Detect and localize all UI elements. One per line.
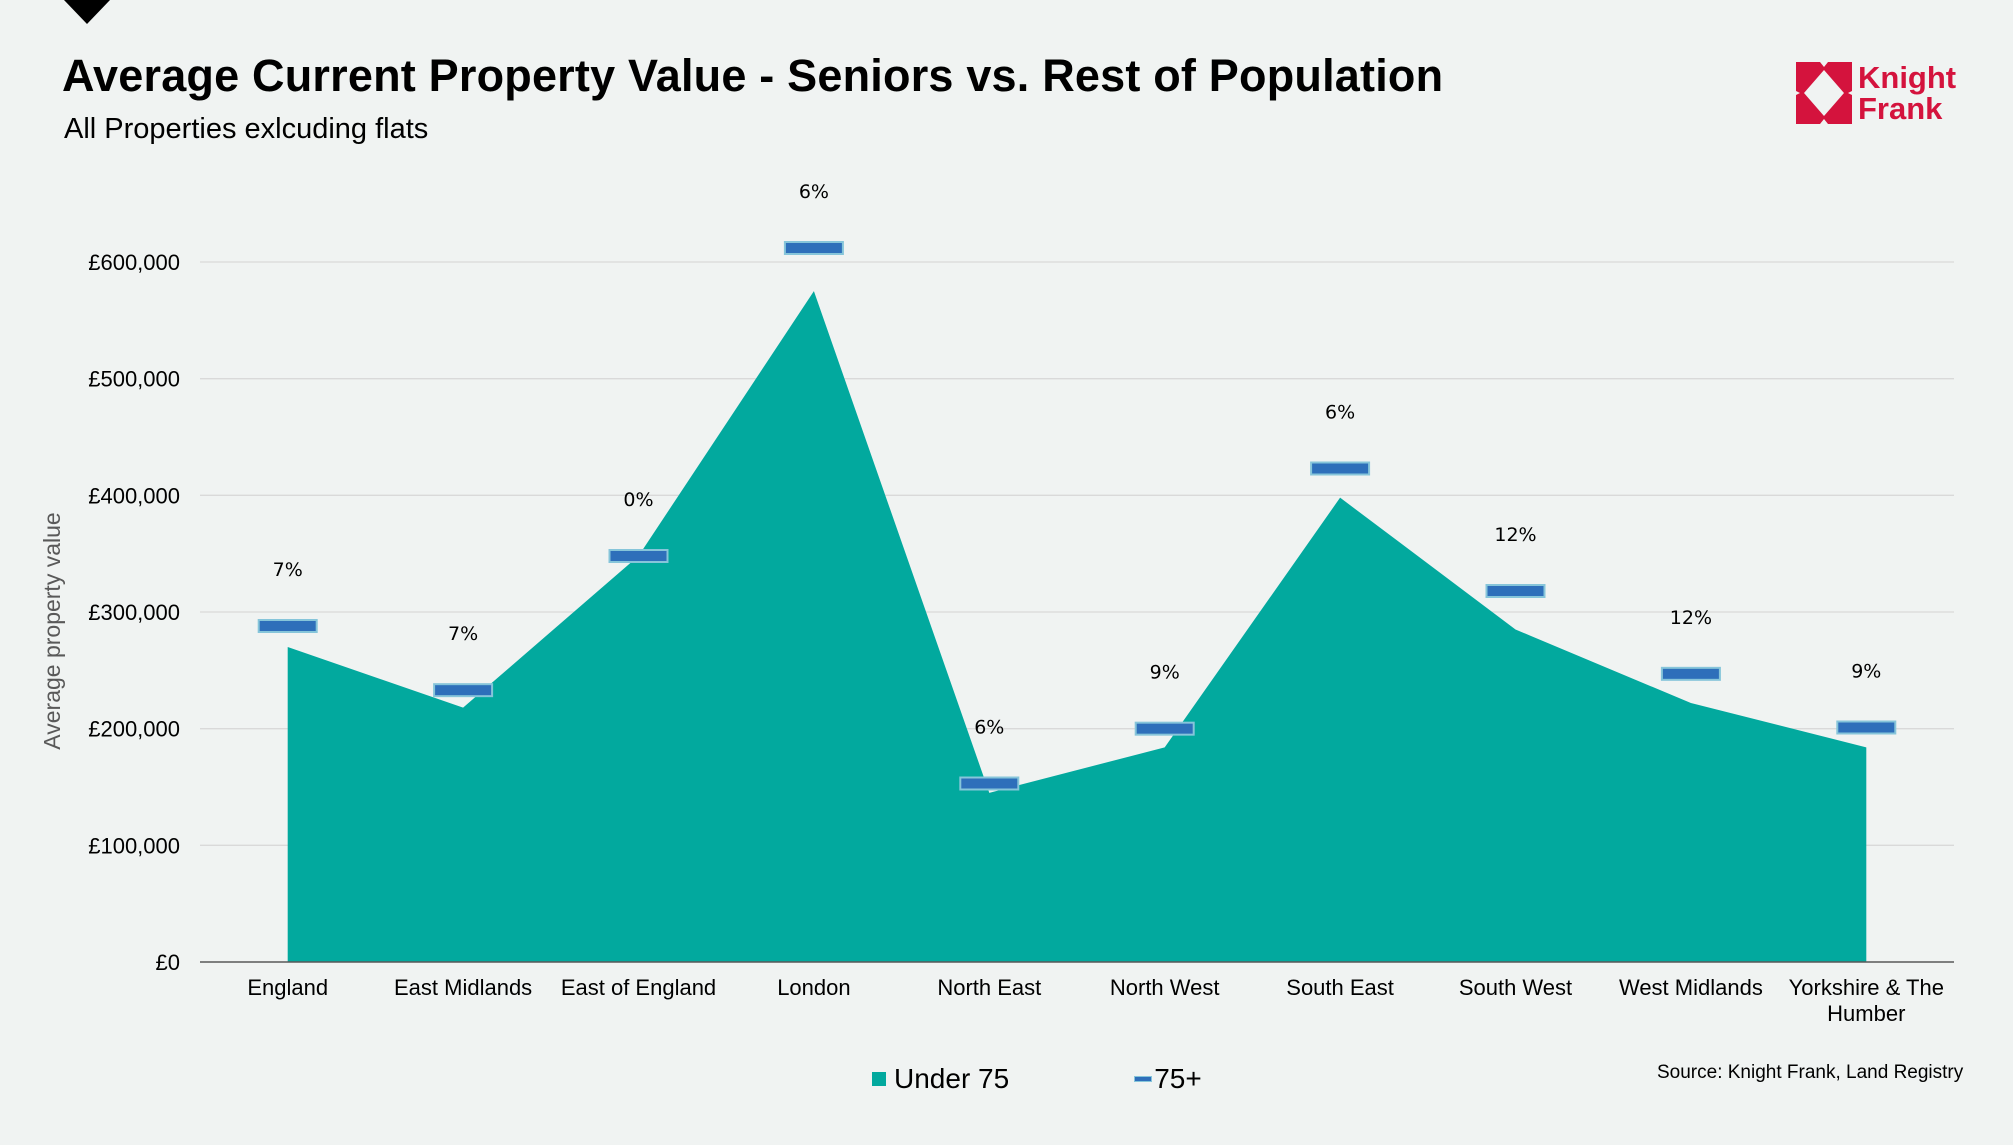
marker-75-plus [608, 549, 669, 563]
corner-triangle-decoration [64, 0, 110, 24]
y-tick-label: £400,000 [88, 483, 180, 508]
legend-label-75-plus: 75+ [1154, 1063, 1202, 1094]
data-label: 6% [799, 181, 829, 203]
data-labels: 7% 7% 0% 6% 6% 9% 6% 12% 12% 9% [273, 181, 1882, 739]
chart-legend: Under 75 75+ [872, 1063, 1202, 1095]
y-tick-label: £0 [156, 950, 180, 975]
marker-75-plus [1134, 721, 1195, 736]
marker-75-plus [783, 241, 844, 255]
marker-75-plus [1485, 584, 1546, 598]
data-label: 12% [1670, 607, 1712, 629]
x-tick-label: Yorkshire & The Humber [1789, 975, 1944, 1026]
marker-75-plus [1660, 666, 1721, 681]
y-tick-label: £100,000 [88, 833, 180, 858]
under-75-area-layer [287, 291, 1867, 963]
y-tick-label: £600,000 [88, 250, 180, 275]
x-tick-label: East of England [561, 975, 716, 1000]
marker-75-plus [1310, 461, 1371, 476]
y-tick-labels: £0 £100,000 £200,000 £300,000 £400,000 £500,0… [88, 250, 180, 975]
logo-text-frank: Frank [1858, 91, 1943, 126]
marker-75-plus [959, 776, 1020, 791]
marker-75-plus [1836, 720, 1897, 735]
knight-frank-logo: Knight Frank [1796, 62, 1956, 124]
under-75-area [287, 291, 1867, 963]
data-label: 12% [1494, 524, 1536, 546]
data-label: 6% [1325, 402, 1355, 424]
marker-75-plus [433, 683, 494, 698]
y-tick-label: £300,000 [88, 600, 180, 625]
chart-subtitle: All Properties exlcuding flats [64, 113, 429, 145]
legend-item-under-75: Under 75 [872, 1063, 1009, 1095]
x-tick-label: England [247, 975, 328, 1000]
legend-swatch-marker [1134, 1076, 1153, 1082]
logo-text-knight: Knight [1858, 60, 1957, 95]
y-tick-label: £200,000 [88, 717, 180, 742]
data-label: 0% [623, 489, 653, 511]
data-label: 9% [1851, 661, 1881, 683]
data-label: 9% [1150, 662, 1180, 684]
legend-label-under-75: Under 75 [894, 1063, 1010, 1094]
legend-swatch-area [872, 1072, 886, 1086]
x-tick-label: West Midlands [1619, 975, 1763, 1000]
75-plus-marker-layer [257, 241, 1897, 791]
x-tick-labels: England East Midlands East of England Londo… [247, 975, 1944, 1026]
x-tick-label: South West [1459, 975, 1572, 1000]
data-label: 6% [974, 717, 1004, 739]
legend-item-75-plus: 75+ [1134, 1063, 1202, 1095]
data-label: 7% [273, 559, 303, 581]
x-tick-label: North East [937, 975, 1041, 1000]
x-tick-label: North West [1110, 975, 1220, 1000]
x-tick-label: London [777, 975, 850, 1000]
x-tick-label: South East [1286, 975, 1394, 1000]
x-tick-label: East Midlands [394, 975, 532, 1000]
source-note: Source: Knight Frank, Land Registry [1657, 1062, 1964, 1083]
y-axis-title: Average property value [39, 512, 65, 749]
marker-75-plus [257, 619, 318, 633]
logo-diamond-icon [1796, 62, 1852, 124]
chart-title: Average Current Property Value - Seniors… [62, 50, 1444, 101]
y-tick-label: £500,000 [88, 367, 180, 392]
data-label: 7% [448, 623, 478, 645]
